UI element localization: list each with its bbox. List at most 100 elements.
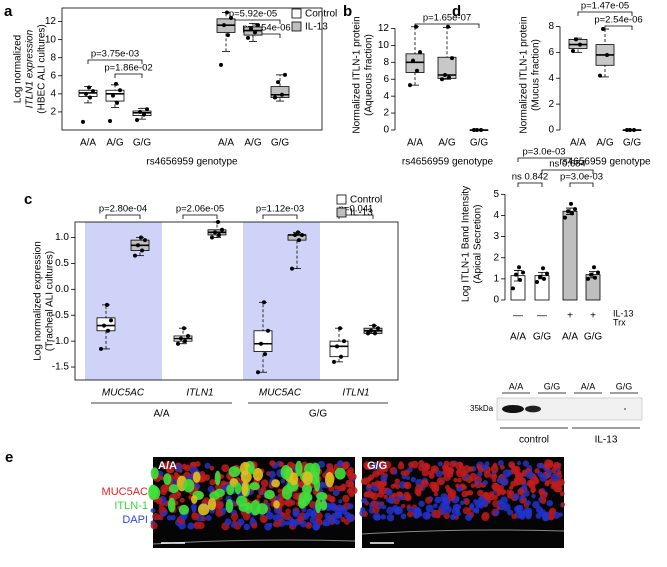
cell <box>432 509 441 519</box>
shaded-band <box>85 222 162 380</box>
y-tick-label: 4 <box>383 91 389 102</box>
cell <box>457 477 462 483</box>
data-point <box>226 33 230 38</box>
data-point <box>186 333 190 338</box>
data-point <box>259 341 263 346</box>
cell <box>434 496 442 504</box>
data-point <box>447 75 451 80</box>
lane-label: A/A <box>509 381 524 391</box>
y-tick-label: 4 <box>493 210 499 221</box>
lane-label: A/A <box>581 381 596 391</box>
significance-bracket <box>262 214 298 219</box>
cell <box>263 499 268 504</box>
data-point <box>518 277 522 282</box>
cell <box>405 476 411 481</box>
cell <box>209 465 215 471</box>
cell <box>443 473 451 482</box>
membrane <box>361 529 565 535</box>
cell <box>522 460 530 467</box>
cell <box>502 469 511 478</box>
x-tick-label: G/G <box>133 138 152 149</box>
data-point <box>293 232 297 237</box>
cell <box>403 481 412 490</box>
data-point <box>290 266 294 271</box>
cell <box>178 504 190 515</box>
cell <box>166 515 173 521</box>
cell <box>264 489 275 500</box>
data-point <box>246 35 250 40</box>
data-point <box>335 344 339 349</box>
annotation: p=1.47e-05 <box>581 1 629 12</box>
annotation: p=1.65e-07 <box>423 13 471 24</box>
data-point <box>176 341 180 346</box>
cell <box>432 467 437 472</box>
data-point <box>373 331 377 336</box>
cell <box>517 488 525 496</box>
cell <box>483 470 491 478</box>
data-point <box>106 328 110 333</box>
cell <box>197 503 210 516</box>
cell <box>215 509 223 517</box>
panel-label: c <box>24 191 32 208</box>
cell <box>469 472 478 482</box>
cell <box>346 513 355 523</box>
cell <box>342 494 350 503</box>
cell <box>525 470 534 479</box>
cell <box>272 514 280 522</box>
y-tick-label: 4 <box>50 88 56 99</box>
data-point <box>369 328 373 333</box>
cell <box>511 513 518 520</box>
data-point <box>145 107 149 112</box>
cell <box>366 483 372 489</box>
data-point <box>601 27 605 32</box>
cell <box>520 497 527 504</box>
cell <box>252 467 264 481</box>
condition-mark: — <box>537 311 547 322</box>
condition-mark: — <box>513 311 523 322</box>
group-label: G/G <box>309 409 328 420</box>
data-point <box>366 331 370 336</box>
y-tick-label: 0 <box>383 125 389 136</box>
cell <box>403 469 410 477</box>
cell <box>465 513 473 521</box>
cell <box>163 473 172 485</box>
cell <box>546 499 553 507</box>
data-point <box>297 238 301 243</box>
stain-label: DAPI <box>122 514 148 526</box>
cell <box>449 460 457 468</box>
cell <box>380 474 388 482</box>
cell <box>418 460 425 466</box>
data-point <box>99 346 103 351</box>
cell <box>530 486 537 493</box>
cell <box>265 511 274 520</box>
x-tick-label: G/G <box>623 138 642 149</box>
y-tick-label: 8 <box>548 21 554 32</box>
data-point <box>179 336 183 341</box>
cell <box>278 461 284 467</box>
cell <box>482 480 489 486</box>
x-tick-label: A/A <box>570 138 586 149</box>
cell <box>557 478 565 487</box>
shaded-band <box>243 222 320 380</box>
y-tick-label: 2 <box>548 99 554 110</box>
lane-label: G/G <box>616 381 633 391</box>
cell <box>160 484 169 493</box>
cell <box>474 480 479 486</box>
cell <box>230 513 239 521</box>
data-point <box>109 318 113 323</box>
cell <box>540 498 547 505</box>
significance-bracket <box>569 182 594 187</box>
x-tick-label: A/A <box>407 138 423 149</box>
data-point <box>266 328 270 333</box>
blot <box>496 397 643 421</box>
data-point <box>220 227 224 232</box>
cell <box>324 471 335 488</box>
y-axis-label: (Apical Secretion) <box>473 205 484 284</box>
data-point <box>592 265 596 270</box>
annotation: p=2.54e-06 <box>594 15 642 26</box>
x-tick-label: A/A <box>562 332 578 343</box>
legend-label: Control <box>305 9 337 20</box>
box <box>405 53 425 73</box>
cell <box>315 498 322 514</box>
legend-swatch <box>336 207 347 218</box>
